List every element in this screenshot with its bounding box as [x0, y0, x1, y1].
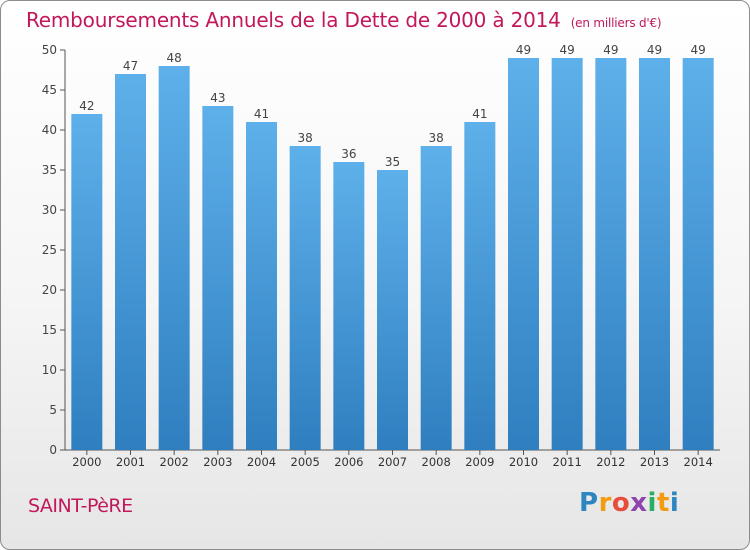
bar-2010 [508, 58, 539, 450]
proxiti-logo: Proxiti [579, 488, 679, 518]
data-label: 49 [560, 43, 575, 57]
logo-letter: i [669, 488, 680, 518]
bar-2005 [289, 146, 321, 450]
x-tick-label: 2001 [116, 455, 145, 469]
x-tick-label: 2011 [553, 455, 582, 469]
data-label: 42 [79, 99, 94, 113]
logo-letter: P [579, 488, 599, 518]
logo-letter: x [630, 488, 648, 518]
x-tick-label: 2014 [684, 455, 713, 469]
x-tick-label: 2013 [640, 455, 669, 469]
bars [71, 58, 714, 450]
chart-title-text: Remboursements Annuels de la Dette de 20… [26, 8, 561, 32]
x-tick-label: 2008 [422, 455, 451, 469]
y-tick-label: 50 [42, 43, 57, 57]
logo-letter: i [647, 488, 657, 518]
x-tick-label: 2007 [378, 455, 407, 469]
x-tick-label: 2010 [509, 455, 538, 469]
data-label: 41 [472, 107, 487, 121]
y-tick-label: 30 [42, 203, 57, 217]
data-label: 43 [210, 91, 225, 105]
data-label: 49 [691, 43, 706, 57]
data-label: 48 [167, 51, 182, 65]
data-label: 49 [516, 43, 531, 57]
x-tick-label: 2004 [247, 455, 276, 469]
bar-2008 [420, 146, 452, 450]
bar-2006 [333, 162, 365, 450]
x-tick-label: 2012 [596, 455, 625, 469]
chart-title: Remboursements Annuels de la Dette de 20… [26, 8, 662, 32]
bar-2013 [639, 58, 670, 450]
y-tick-label: 10 [42, 363, 57, 377]
data-label: 49 [647, 43, 662, 57]
logo-letter: t [656, 488, 670, 518]
data-label: 49 [603, 43, 618, 57]
y-tick-label: 35 [42, 163, 57, 177]
y-tick-label: 25 [42, 243, 57, 257]
data-label: 38 [429, 131, 444, 145]
bar-2002 [158, 66, 190, 450]
bar-2000 [71, 114, 103, 450]
bar-2007 [377, 170, 408, 450]
y-tick-label: 45 [42, 83, 57, 97]
data-labels: 42 47 48 43 41 38 36 35 38 41 49 49 49 49 49 [79, 43, 706, 169]
data-label: 47 [123, 59, 138, 73]
y-tick-label: 40 [42, 123, 57, 137]
bar-2001 [115, 74, 146, 450]
x-tick-label: 2002 [160, 455, 189, 469]
y-tick-label: 15 [42, 323, 57, 337]
bar-2014 [682, 58, 714, 450]
x-tick-label: 2006 [334, 455, 363, 469]
bar-2009 [464, 122, 496, 450]
data-label: 38 [298, 131, 313, 145]
x-tick-label: 2000 [72, 455, 101, 469]
logo-letter: o [611, 488, 631, 518]
y-tick-label: 0 [49, 443, 57, 457]
data-label: 36 [341, 147, 356, 161]
chart-subtitle: (en milliers d'€) [570, 16, 662, 30]
commune-name: SAINT-PèRE [28, 495, 133, 517]
data-label: 35 [385, 155, 400, 169]
x-tick-label: 2005 [291, 455, 320, 469]
y-tick-label: 20 [42, 283, 57, 297]
bar-2012 [595, 58, 627, 450]
x-tick-label: 2003 [203, 455, 232, 469]
bar-2011 [551, 58, 583, 450]
x-tick-label: 2009 [465, 455, 494, 469]
y-tick-label: 5 [49, 403, 57, 417]
data-label: 41 [254, 107, 269, 121]
bar-2004 [246, 122, 277, 450]
logo-letter: r [598, 488, 612, 518]
bar-2003 [202, 106, 234, 450]
